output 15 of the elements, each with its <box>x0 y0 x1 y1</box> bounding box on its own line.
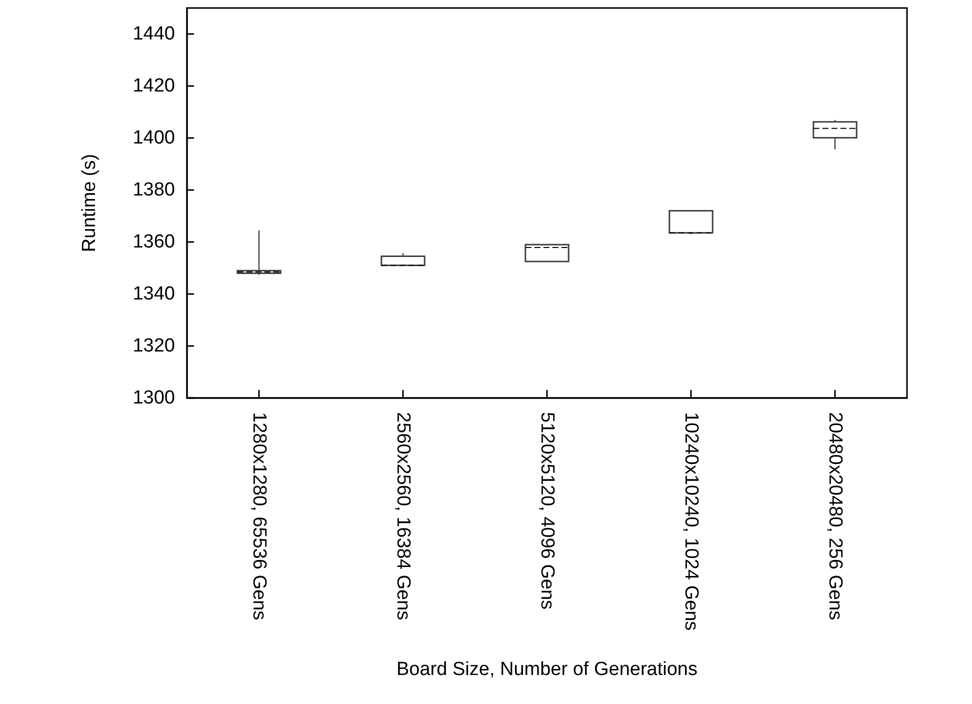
x-tick-label: 2560x2560, 16384 Gens <box>392 412 414 620</box>
y-tick-label: 1320 <box>132 336 175 356</box>
y-tick-label: 1360 <box>132 232 175 252</box>
y-tick-label: 1340 <box>132 284 175 304</box>
y-tick-label: 1300 <box>132 388 175 408</box>
y-tick-label: 1440 <box>132 24 175 44</box>
y-tick-label: 1420 <box>132 76 175 96</box>
x-tick-label: 1280x1280, 65536 Gens <box>248 412 270 620</box>
x-tick-label: 10240x10240, 1024 Gens <box>680 412 702 631</box>
x-axis-title: Board Size, Number of Generations <box>396 659 698 680</box>
x-tick-label: 5120x5120, 4096 Gens <box>536 412 558 610</box>
y-tick-label: 1380 <box>132 180 175 200</box>
x-tick-label: 20480x20480, 256 Gens <box>824 412 846 620</box>
y-axis-title: Runtime (s) <box>79 154 100 252</box>
y-tick-label: 1400 <box>132 128 175 148</box>
